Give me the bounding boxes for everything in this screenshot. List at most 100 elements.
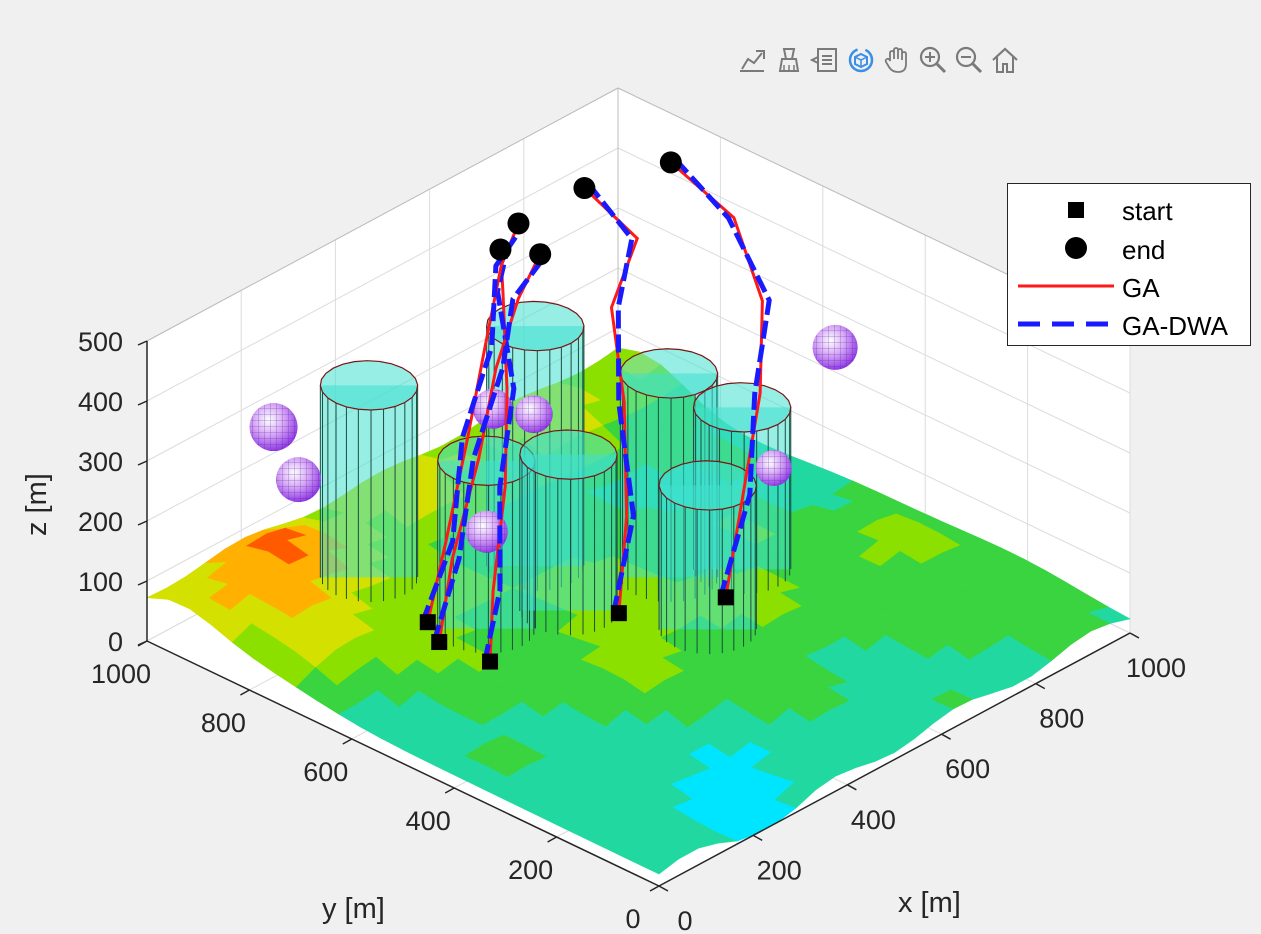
start-marker bbox=[610, 605, 627, 622]
legend-dashed-line bbox=[1018, 321, 1116, 327]
z-tick-label: 500 bbox=[78, 327, 123, 357]
z-tick-label: 300 bbox=[78, 447, 123, 477]
x-tick-mark bbox=[847, 784, 857, 791]
z-axis-label: z [m] bbox=[21, 473, 53, 536]
zoom-out-icon bbox=[955, 46, 983, 74]
z-tick-mark bbox=[137, 460, 148, 466]
route bbox=[482, 248, 517, 663]
sphere-obstacle bbox=[812, 324, 858, 370]
home-icon bbox=[992, 47, 1018, 73]
y-axis-label: y [m] bbox=[322, 893, 385, 925]
pan-hand-icon bbox=[884, 47, 907, 73]
sphere-obstacle bbox=[276, 457, 322, 503]
x-tick-label: 0 bbox=[677, 906, 692, 934]
y-tick-mark bbox=[649, 885, 660, 892]
ga-path bbox=[583, 186, 640, 614]
grid-line bbox=[617, 207, 1131, 454]
export-button[interactable] bbox=[736, 40, 770, 80]
end-marker bbox=[529, 243, 552, 266]
end-marker bbox=[489, 238, 512, 261]
grid-line bbox=[146, 147, 619, 402]
z-tick-mark bbox=[137, 400, 148, 406]
route bbox=[669, 160, 772, 599]
start-marker bbox=[419, 614, 436, 631]
grid-line bbox=[617, 267, 1131, 514]
sphere-obstacle bbox=[472, 388, 513, 429]
end-marker bbox=[507, 212, 530, 235]
zoom-in-icon bbox=[919, 46, 947, 74]
x-tick-label: 400 bbox=[851, 805, 896, 835]
zoom-out-button[interactable] bbox=[952, 40, 986, 80]
axes-toolbar bbox=[736, 40, 1022, 80]
start-marker bbox=[431, 634, 448, 651]
y-tick-label: 400 bbox=[406, 806, 451, 836]
legend-item-start: start bbox=[1008, 190, 1252, 228]
y-tick-label: 1000 bbox=[91, 659, 151, 689]
route bbox=[431, 252, 550, 644]
zoom-in-button[interactable] bbox=[916, 40, 950, 80]
z-tick-mark bbox=[137, 520, 148, 526]
ga-dwa-path bbox=[431, 252, 550, 644]
legend-solid-line bbox=[1018, 284, 1114, 288]
end-marker bbox=[573, 177, 596, 200]
x-tick-label: 800 bbox=[1039, 704, 1084, 734]
home-button[interactable] bbox=[988, 40, 1022, 80]
y-tick-mark bbox=[547, 836, 557, 843]
z-tick-label: 0 bbox=[108, 627, 123, 657]
brush-button[interactable] bbox=[772, 40, 806, 80]
z-tick-mark bbox=[137, 640, 148, 646]
legend-label: start bbox=[1122, 196, 1173, 226]
cylinder-obstacle bbox=[519, 429, 618, 636]
rotate-3d-button[interactable] bbox=[844, 40, 878, 80]
y-tick-mark bbox=[240, 689, 250, 696]
legend-item-end: end bbox=[1008, 229, 1252, 267]
z-tick-mark bbox=[137, 580, 148, 586]
data-tips-icon bbox=[810, 48, 837, 72]
legend-circle-marker bbox=[1065, 237, 1087, 259]
back-wall-yz bbox=[618, 88, 1130, 633]
x-tick-mark bbox=[1129, 632, 1140, 639]
x-tick-mark bbox=[752, 834, 763, 842]
y-tick-label: 800 bbox=[201, 708, 246, 738]
ga-dwa-path bbox=[482, 248, 517, 663]
end-marker bbox=[659, 151, 682, 174]
export-icon bbox=[740, 50, 765, 72]
x-axis-label: x [m] bbox=[898, 887, 961, 919]
z-tick-label: 400 bbox=[78, 387, 123, 417]
ga-dwa-path bbox=[675, 160, 772, 599]
ga-path bbox=[437, 253, 542, 643]
data-tips-button[interactable] bbox=[808, 40, 842, 80]
ga-dwa-path bbox=[589, 185, 636, 614]
axis-ticks: 0200400600800100002004006008001000010020… bbox=[78, 327, 1186, 934]
legend-label: GA bbox=[1122, 273, 1160, 303]
legend-label: end bbox=[1122, 235, 1166, 265]
x-tick-mark bbox=[941, 733, 951, 740]
brush-icon bbox=[778, 48, 800, 72]
sphere-obstacle bbox=[514, 395, 553, 434]
x-tick-mark bbox=[1035, 682, 1046, 690]
pan-hand-button[interactable] bbox=[880, 40, 914, 80]
start-marker bbox=[482, 653, 499, 670]
y-tick-label: 200 bbox=[508, 855, 553, 885]
legend-item-ga: GA bbox=[1008, 267, 1252, 305]
z-tick-label: 100 bbox=[78, 567, 123, 597]
legend-square-marker bbox=[1068, 202, 1084, 218]
y-tick-label: 600 bbox=[303, 757, 348, 787]
cylinder-obstacle bbox=[658, 460, 757, 655]
rotate-3d-icon bbox=[848, 47, 874, 73]
z-tick-label: 200 bbox=[78, 507, 123, 537]
x-tick-label: 200 bbox=[757, 855, 802, 885]
paths bbox=[419, 151, 772, 670]
x-tick-label: 1000 bbox=[1126, 653, 1186, 683]
legend-label: GA-DWA bbox=[1122, 311, 1228, 341]
cylinder-obstacle bbox=[319, 360, 419, 603]
y-tick-label: 0 bbox=[625, 904, 640, 934]
y-tick-mark bbox=[444, 787, 455, 794]
z-tick-mark bbox=[137, 340, 148, 346]
sphere-obstacle bbox=[249, 403, 298, 452]
terrain-patch bbox=[1088, 606, 1131, 624]
route bbox=[583, 185, 640, 614]
x-tick-mark bbox=[658, 885, 669, 892]
legend[interactable]: start end GA GA-DWA bbox=[1007, 183, 1251, 346]
